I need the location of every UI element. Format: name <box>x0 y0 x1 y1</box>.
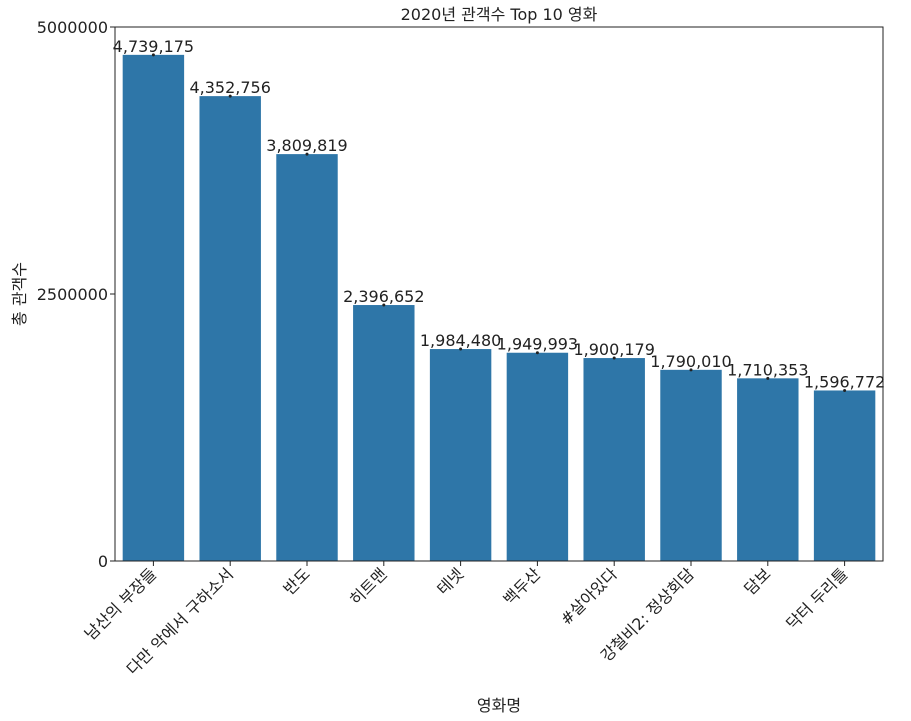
bar-9 <box>737 378 799 561</box>
y-axis-title: 총 관객수 <box>10 262 29 326</box>
bar-top-marker-5 <box>459 347 463 351</box>
data-label-1: 4,739,175 <box>113 37 194 56</box>
bar-top-marker-2 <box>228 94 232 98</box>
bar-top-marker-1 <box>151 53 155 57</box>
bar-10 <box>813 390 876 561</box>
data-label-9: 1,710,353 <box>727 360 808 379</box>
bar-5 <box>429 349 492 561</box>
x-tick-label-3: 반도 <box>280 564 314 598</box>
y-tick-label-2: 2500000 <box>37 285 108 304</box>
y-tick-label-1: 0 <box>98 552 108 571</box>
x-tick-label-5: 테넷 <box>433 564 467 598</box>
bar-8 <box>660 369 722 561</box>
data-label-8: 1,790,010 <box>650 352 731 371</box>
data-label-5: 1,984,480 <box>420 331 501 350</box>
x-tick-label-6: 백두산 <box>500 564 545 609</box>
bar-top-marker-9 <box>766 376 770 380</box>
x-axis-title: 영화명 <box>477 696 521 715</box>
bar-6 <box>506 352 569 561</box>
y-axis: 0 2500000 5000000 <box>37 18 115 571</box>
bar-2 <box>199 96 261 561</box>
data-label-3: 3,809,819 <box>266 136 347 155</box>
bar-7 <box>583 358 645 561</box>
data-label-7: 1,900,179 <box>573 340 654 359</box>
x-tick-label-1: 남산의 부장들 <box>81 564 160 643</box>
x-tick-label-10: 닥터 두리틀 <box>782 564 851 633</box>
x-tick-label-9: 담보 <box>740 564 774 598</box>
bar-top-marker-4 <box>382 303 386 307</box>
chart-title: 2020년 관객수 Top 10 영화 <box>401 5 598 24</box>
data-label-4: 2,396,652 <box>343 287 424 306</box>
bars-group <box>122 54 876 561</box>
bar-top-marker-7 <box>612 356 616 360</box>
bar-top-marker-3 <box>305 152 309 156</box>
bar-3 <box>276 154 338 561</box>
bar-top-marker-10 <box>843 388 847 392</box>
data-label-6: 1,949,993 <box>497 335 578 354</box>
y-tick-label-3: 5000000 <box>37 18 108 37</box>
bar-top-marker-8 <box>689 368 693 372</box>
x-tick-label-4: 히트맨 <box>346 564 391 609</box>
data-label-2: 4,352,756 <box>189 78 270 97</box>
bar-1 <box>122 54 185 561</box>
data-label-10: 1,596,772 <box>804 372 885 391</box>
bar-top-marker-6 <box>535 351 539 355</box>
data-labels-group: 4,739,175 4,352,756 3,809,819 2,396,652 1,98… <box>113 37 885 392</box>
x-tick-label-7: #살아있다 <box>556 564 621 629</box>
bar-4 <box>353 305 415 561</box>
